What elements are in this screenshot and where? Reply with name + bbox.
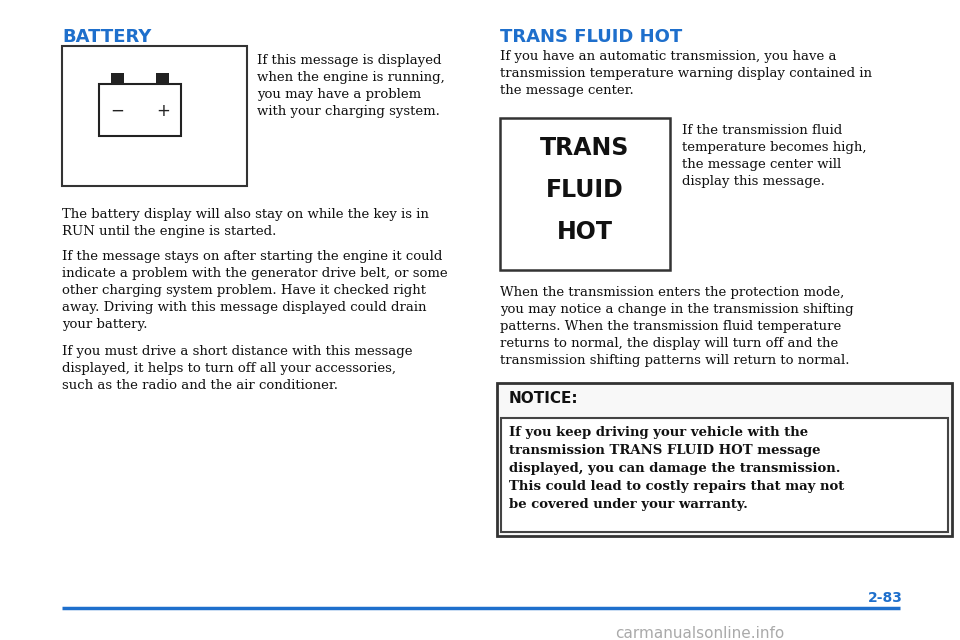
- Text: If you keep driving your vehicle with the
transmission TRANS FLUID HOT message
d: If you keep driving your vehicle with th…: [509, 426, 844, 511]
- Text: If you must drive a short distance with this message
displayed, it helps to turn: If you must drive a short distance with …: [62, 345, 413, 392]
- Text: FLUID: FLUID: [546, 178, 624, 202]
- Text: 2-83: 2-83: [868, 591, 903, 605]
- Text: HOT: HOT: [557, 220, 613, 244]
- Text: +: +: [156, 102, 170, 120]
- Bar: [501, 418, 948, 532]
- Bar: [500, 118, 670, 270]
- Text: NOTICE:: NOTICE:: [509, 391, 579, 406]
- Text: If the message stays on after starting the engine it could
indicate a problem wi: If the message stays on after starting t…: [62, 250, 447, 331]
- Text: If the transmission fluid
temperature becomes high,
the message center will
disp: If the transmission fluid temperature be…: [682, 124, 867, 188]
- Bar: [99, 84, 180, 136]
- Text: If this message is displayed
when the engine is running,
you may have a problem
: If this message is displayed when the en…: [257, 54, 444, 118]
- Text: When the transmission enters the protection mode,
you may notice a change in the: When the transmission enters the protect…: [500, 286, 853, 367]
- Bar: [156, 73, 169, 84]
- Text: carmanualsonline.info: carmanualsonline.info: [615, 626, 784, 640]
- Text: −: −: [109, 102, 124, 120]
- Text: TRANS: TRANS: [540, 136, 630, 160]
- Text: TRANS FLUID HOT: TRANS FLUID HOT: [500, 28, 683, 46]
- Text: The battery display will also stay on while the key is in
RUN until the engine i: The battery display will also stay on wh…: [62, 208, 429, 238]
- Bar: [110, 73, 124, 84]
- Bar: [62, 46, 247, 186]
- Bar: [497, 383, 952, 536]
- Text: BATTERY: BATTERY: [62, 28, 152, 46]
- Text: If you have an automatic transmission, you have a
transmission temperature warni: If you have an automatic transmission, y…: [500, 50, 872, 97]
